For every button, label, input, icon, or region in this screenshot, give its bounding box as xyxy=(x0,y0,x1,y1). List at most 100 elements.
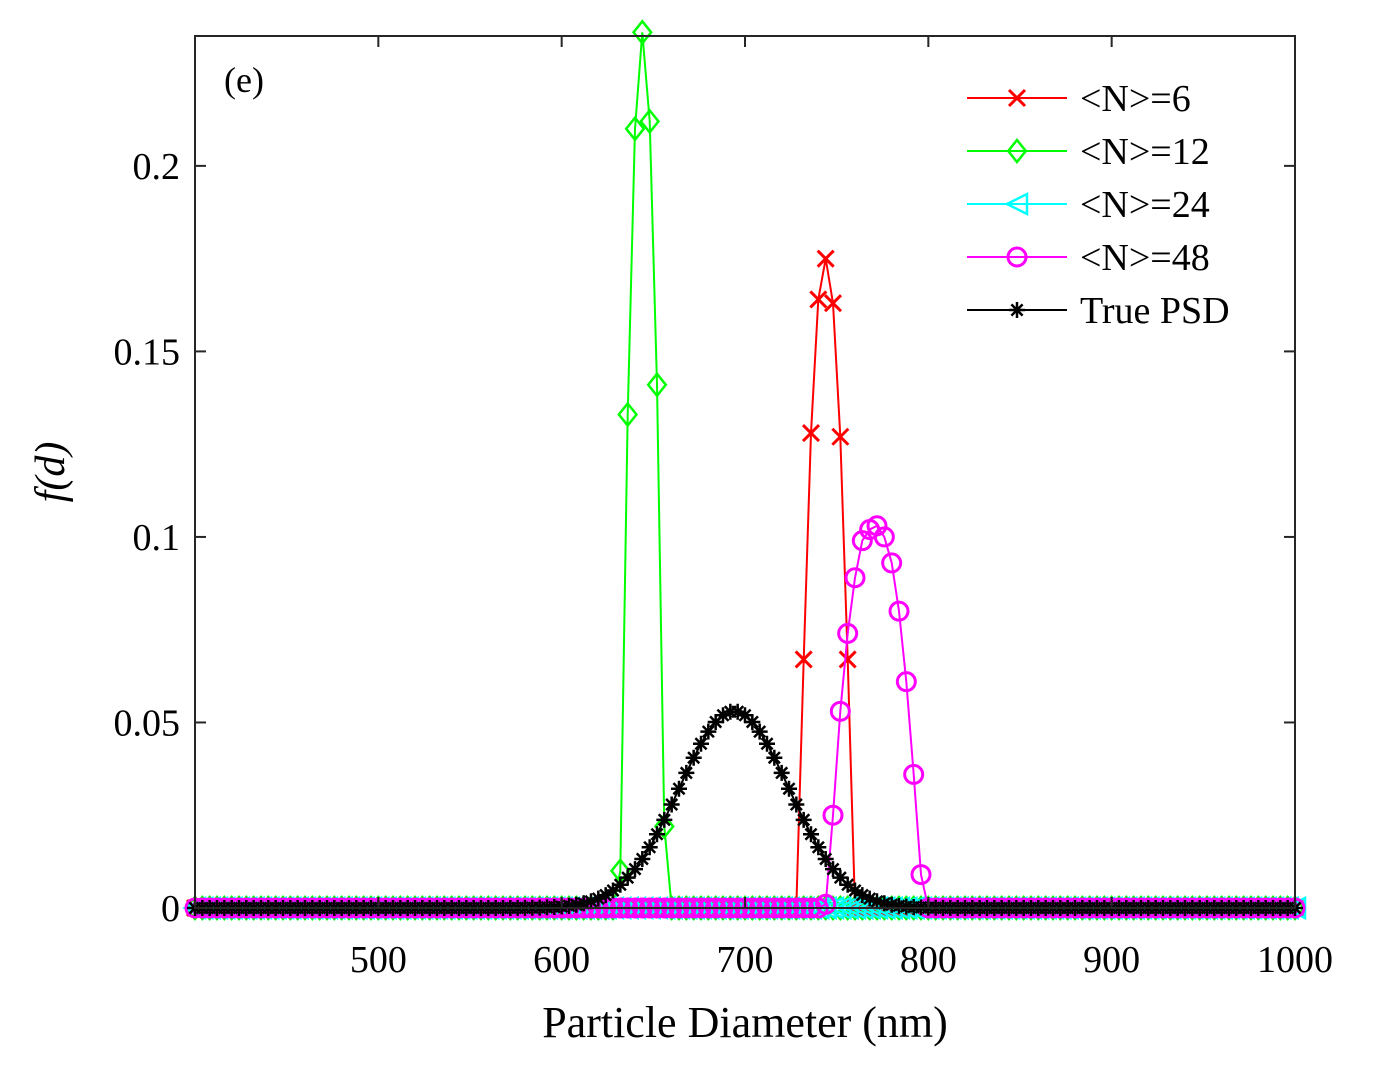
data-point xyxy=(612,876,629,893)
data-point xyxy=(671,780,687,797)
data-point xyxy=(839,876,856,893)
series-true-psd xyxy=(187,703,1303,916)
data-point xyxy=(838,650,857,669)
y-tick-label: 0 xyxy=(161,888,180,930)
data-point xyxy=(590,890,607,907)
legend-marker xyxy=(1006,137,1028,165)
x-tick-label: 500 xyxy=(350,939,407,981)
data-point xyxy=(888,600,910,622)
data-point xyxy=(617,401,639,428)
data-point xyxy=(693,735,709,752)
data-point xyxy=(619,869,636,886)
legend-entry: <N>=48 xyxy=(967,237,1210,279)
data-point xyxy=(583,893,599,910)
legend-label: <N>=48 xyxy=(1080,237,1210,279)
data-point xyxy=(649,826,665,843)
data-point xyxy=(815,893,837,915)
data-point xyxy=(631,19,653,46)
data-point xyxy=(605,882,621,899)
x-tick-label: 600 xyxy=(533,939,590,981)
data-point xyxy=(678,764,695,781)
data-point xyxy=(810,839,827,856)
data-point xyxy=(715,707,731,724)
y-tick-label: 0.05 xyxy=(114,702,181,744)
x-tick-label: 800 xyxy=(900,939,957,981)
series-n-6 xyxy=(185,249,1305,918)
data-point xyxy=(700,723,717,740)
data-point xyxy=(641,839,658,856)
data-point xyxy=(903,763,925,785)
data-point xyxy=(847,882,863,899)
data-point xyxy=(854,887,871,904)
y-axis-label: f(d) xyxy=(28,442,74,503)
x-tick-label: 900 xyxy=(1083,939,1140,981)
data-point xyxy=(910,864,932,886)
data-point xyxy=(656,811,673,828)
data-point xyxy=(744,713,761,730)
data-point xyxy=(751,723,768,740)
data-point xyxy=(832,869,849,886)
data-point xyxy=(624,115,646,142)
data-point xyxy=(781,780,797,797)
legend-entry: True PSD xyxy=(967,290,1230,332)
legend-entry: <N>=12 xyxy=(967,131,1210,173)
data-point xyxy=(634,850,651,867)
data-point xyxy=(729,703,746,720)
data-point xyxy=(646,371,668,398)
data-point xyxy=(816,249,835,268)
data-point xyxy=(653,813,675,840)
data-point xyxy=(801,423,821,443)
panel-label: (e) xyxy=(224,60,264,100)
legend-label: <N>=24 xyxy=(1080,184,1210,226)
legend-marker xyxy=(1006,246,1028,268)
data-point xyxy=(766,749,783,766)
legend-label: <N>=6 xyxy=(1080,78,1191,120)
data-point xyxy=(817,850,834,867)
data-point xyxy=(685,749,702,766)
data-point xyxy=(803,826,819,843)
x-tick-label: 1000 xyxy=(1257,939,1333,981)
data-point xyxy=(795,811,812,828)
x-tick-label: 700 xyxy=(717,939,774,981)
data-point xyxy=(737,707,753,724)
data-point xyxy=(639,108,661,135)
series-line xyxy=(195,710,1295,909)
legend: <N>=6 <N>=12 <N>=24 <N>=48 True PSD xyxy=(967,78,1230,332)
data-point xyxy=(837,622,859,644)
legend-entry: <N>=24 xyxy=(967,184,1210,226)
data-point xyxy=(823,294,843,313)
data-point xyxy=(829,700,851,722)
axis-ticks: 500 600 700 800 900 1000 0 0.05 0.1 0.15 0.2 xyxy=(114,36,1333,981)
data-point xyxy=(895,671,917,693)
data-point xyxy=(831,427,850,446)
y-tick-label: 0.2 xyxy=(133,146,181,188)
data-point xyxy=(707,713,724,730)
data-point xyxy=(568,896,585,913)
legend-marker xyxy=(1004,191,1029,217)
y-tick-label: 0.15 xyxy=(114,331,181,373)
data-point xyxy=(809,290,828,309)
data-point xyxy=(794,650,813,669)
legend-marker xyxy=(1007,88,1027,108)
legend-entry: <N>=6 xyxy=(967,78,1191,120)
series-line xyxy=(195,258,1295,909)
data-point xyxy=(597,887,614,904)
y-tick-label: 0.1 xyxy=(133,517,181,559)
data-point xyxy=(822,804,844,826)
data-point xyxy=(788,796,805,813)
data-point xyxy=(627,861,643,878)
data-point xyxy=(825,861,841,878)
data-point xyxy=(873,526,895,548)
data-point xyxy=(575,895,592,912)
legend-label: True PSD xyxy=(1080,290,1230,332)
legend-marker xyxy=(1009,302,1025,318)
data-point xyxy=(759,735,775,752)
data-point xyxy=(663,796,680,813)
data-point xyxy=(876,895,893,912)
x-axis-label: Particle Diameter (nm) xyxy=(542,998,948,1047)
data-point xyxy=(844,567,866,589)
data-point xyxy=(861,890,878,907)
legend-label: <N>=12 xyxy=(1080,131,1210,173)
data-point xyxy=(869,893,885,910)
